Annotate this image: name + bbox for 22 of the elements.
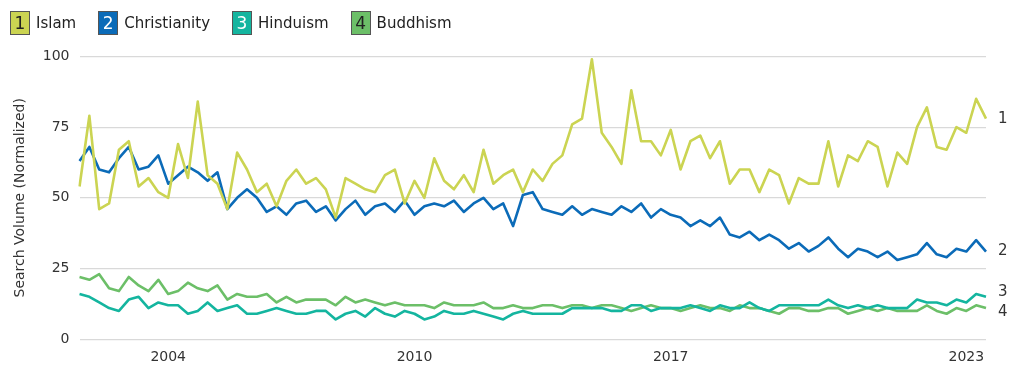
x-tick-label: 2004 (150, 348, 187, 365)
legend-label: Buddhism (376, 14, 452, 32)
numbered-swatch: 1 (10, 11, 30, 35)
y-tick-label: 75 (51, 117, 70, 134)
legend-label: Islam (36, 14, 77, 32)
legend-label: Hinduism (258, 14, 329, 32)
y-tick-label: 25 (51, 259, 70, 276)
text: 1 (998, 108, 1008, 127)
legend-label: Christianity (124, 14, 211, 32)
text: 2 (998, 241, 1008, 260)
x-tick-label: 2010 (396, 348, 433, 365)
x-tick-label: 2023 (948, 348, 985, 365)
text: 4 (998, 302, 1008, 321)
numbered-swatch: 2 (98, 11, 119, 35)
numbered-swatch: 3 (232, 11, 253, 35)
numbered-swatch: 4 (350, 11, 371, 35)
y-tick-label: 100 (42, 47, 70, 64)
y-tick-label: 0 (60, 329, 70, 346)
text: 3 (998, 282, 1008, 301)
y-axis-title: Search Volume (Normalized) (11, 98, 28, 298)
x-tick-label: 2017 (652, 348, 689, 365)
y-tick-label: 50 (51, 188, 70, 205)
